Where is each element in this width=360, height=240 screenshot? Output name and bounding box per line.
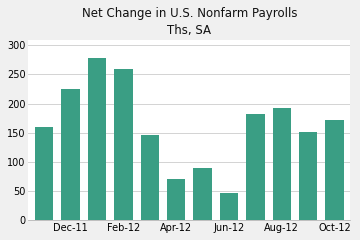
Bar: [273, 108, 291, 220]
Bar: [35, 127, 53, 220]
Bar: [140, 135, 159, 220]
Bar: [193, 168, 212, 220]
Bar: [220, 193, 238, 220]
Bar: [114, 69, 132, 220]
Bar: [246, 114, 265, 220]
Bar: [167, 180, 185, 220]
Bar: [88, 58, 106, 220]
Title: Net Change in U.S. Nonfarm Payrolls
Ths, SA: Net Change in U.S. Nonfarm Payrolls Ths,…: [82, 7, 297, 37]
Bar: [61, 89, 80, 220]
Bar: [325, 120, 344, 220]
Bar: [299, 132, 318, 220]
